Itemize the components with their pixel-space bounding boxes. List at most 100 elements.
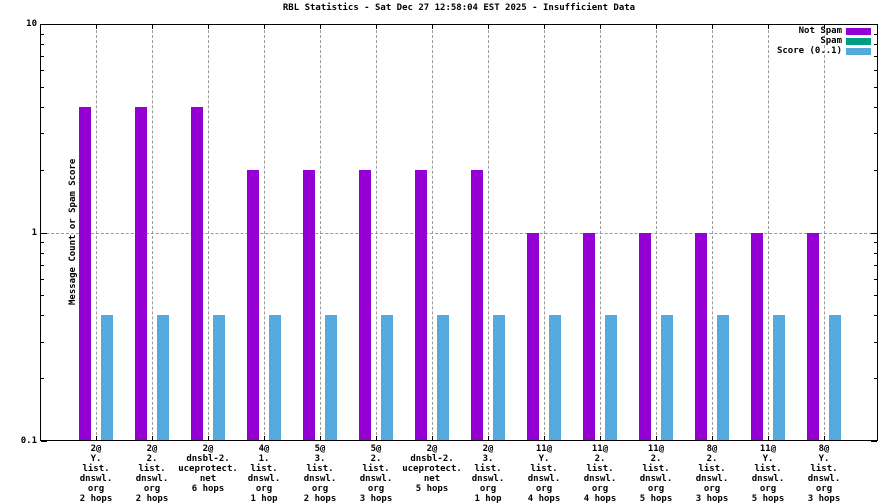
- y-tick-minor-left: [41, 378, 44, 379]
- gridline-vertical: [544, 25, 545, 440]
- bar-not-spam: [79, 107, 91, 440]
- x-category-line: dnswl.: [527, 474, 561, 484]
- x-category-line: net: [423, 474, 441, 484]
- x-tick-bottom: [824, 436, 825, 440]
- x-tick-bottom: [208, 436, 209, 440]
- x-tick-top: [656, 25, 657, 29]
- x-category-line: list.: [754, 464, 782, 474]
- bar-score-0-1-: [437, 315, 449, 440]
- y-tick-minor-right: [874, 56, 877, 57]
- x-tick-top: [96, 25, 97, 29]
- x-tick-top: [152, 25, 153, 29]
- x-category-line: dnsbl-2.: [410, 454, 454, 464]
- y-tick-minor-right: [874, 295, 877, 296]
- x-category-label: 2@ dnsbl-2. uceprotect. net 5 hops: [400, 444, 464, 494]
- x-category-line: Y.: [538, 454, 550, 464]
- gridline-vertical: [96, 25, 97, 440]
- gridline-vertical: [376, 25, 377, 440]
- gridline-vertical: [432, 25, 433, 440]
- y-tick-minor-left: [41, 107, 44, 108]
- x-tick-bottom: [544, 436, 545, 440]
- x-category-line: 5@: [370, 444, 382, 454]
- x-category-line: list.: [474, 464, 502, 474]
- x-category-line: org: [143, 484, 161, 494]
- bar-score-0-1-: [717, 315, 729, 440]
- y-tick-label: 0.1: [20, 436, 37, 446]
- x-category-line: 11@: [647, 444, 665, 454]
- x-tick-bottom: [712, 436, 713, 440]
- x-category-line: list.: [810, 464, 838, 474]
- y-tick-label: 1: [31, 228, 37, 238]
- legend-row: Score (0..1): [777, 47, 871, 56]
- x-category-line: net: [199, 474, 217, 484]
- gridline-vertical: [152, 25, 153, 440]
- gridline-vertical: [712, 25, 713, 440]
- bar-not-spam: [247, 170, 259, 440]
- x-category-line: uceprotect.: [402, 464, 462, 474]
- bar-score-0-1-: [661, 315, 673, 440]
- y-tick-minor-left: [41, 44, 44, 45]
- bar-not-spam: [415, 170, 427, 440]
- x-category-line: list.: [586, 464, 614, 474]
- x-category-line: 2.: [370, 454, 382, 464]
- x-tick-top: [376, 25, 377, 29]
- y-tick-minor-left: [41, 56, 44, 57]
- x-category-line: 2 hops: [135, 494, 169, 504]
- x-tick-bottom: [432, 436, 433, 440]
- y-tick-minor-right: [874, 315, 877, 316]
- x-tick-bottom: [320, 436, 321, 440]
- legend-swatch: [846, 48, 871, 55]
- y-tick-major-left: [41, 24, 47, 25]
- x-category-line: dnswl.: [471, 474, 505, 484]
- x-tick-top: [432, 25, 433, 29]
- bar-score-0-1-: [325, 315, 337, 440]
- x-category-line: 8@: [818, 444, 830, 454]
- gridline-vertical: [656, 25, 657, 440]
- bar-score-0-1-: [829, 315, 841, 440]
- x-tick-bottom: [768, 436, 769, 440]
- x-category-line: list.: [698, 464, 726, 474]
- x-category-line: org: [703, 484, 721, 494]
- x-category-line: dnswl.: [583, 474, 617, 484]
- x-category-line: 4 hops: [527, 494, 561, 504]
- x-category-line: list.: [362, 464, 390, 474]
- x-category-label: 5@ 3. list. dnswl. org 2 hops: [288, 444, 352, 504]
- x-category-line: dnswl.: [303, 474, 337, 484]
- gridline-vertical: [768, 25, 769, 440]
- y-tick-major-left: [41, 441, 47, 442]
- y-tick-major-right: [871, 441, 877, 442]
- x-category-label: 2@ 3. list. dnswl. org 1 hop: [456, 444, 520, 504]
- x-category-line: 2@: [90, 444, 102, 454]
- bar-score-0-1-: [549, 315, 561, 440]
- x-category-line: org: [759, 484, 777, 494]
- x-category-label: 8@ Y. list. dnswl. org 3 hops: [792, 444, 856, 504]
- bar-not-spam: [527, 233, 539, 440]
- x-category-line: 6 hops: [191, 484, 225, 494]
- y-tick-minor-left: [41, 170, 44, 171]
- y-tick-minor-right: [874, 242, 877, 243]
- x-category-line: 11@: [759, 444, 777, 454]
- x-category-line: list.: [306, 464, 334, 474]
- y-tick-minor-left: [41, 70, 44, 71]
- y-tick-minor-left: [41, 279, 44, 280]
- y-tick-minor-right: [874, 342, 877, 343]
- bar-score-0-1-: [269, 315, 281, 440]
- x-category-line: 5 hops: [415, 484, 449, 494]
- x-tick-top: [488, 25, 489, 29]
- x-category-line: org: [591, 484, 609, 494]
- y-tick-major-right: [871, 233, 877, 234]
- x-category-label: 2@ 2. list. dnswl. org 2 hops: [120, 444, 184, 504]
- x-tick-top: [712, 25, 713, 29]
- x-category-line: 4 hops: [583, 494, 617, 504]
- x-tick-top: [320, 25, 321, 29]
- legend-swatch: [846, 38, 871, 45]
- x-tick-top: [544, 25, 545, 29]
- x-category-line: 2@: [426, 444, 438, 454]
- x-tick-top: [208, 25, 209, 29]
- bar-score-0-1-: [605, 315, 617, 440]
- x-category-line: 3 hops: [807, 494, 841, 504]
- legend-label: Not Spam: [798, 26, 842, 36]
- y-tick-minor-right: [874, 133, 877, 134]
- x-category-line: 1 hop: [474, 494, 502, 504]
- y-tick-minor-left: [41, 87, 44, 88]
